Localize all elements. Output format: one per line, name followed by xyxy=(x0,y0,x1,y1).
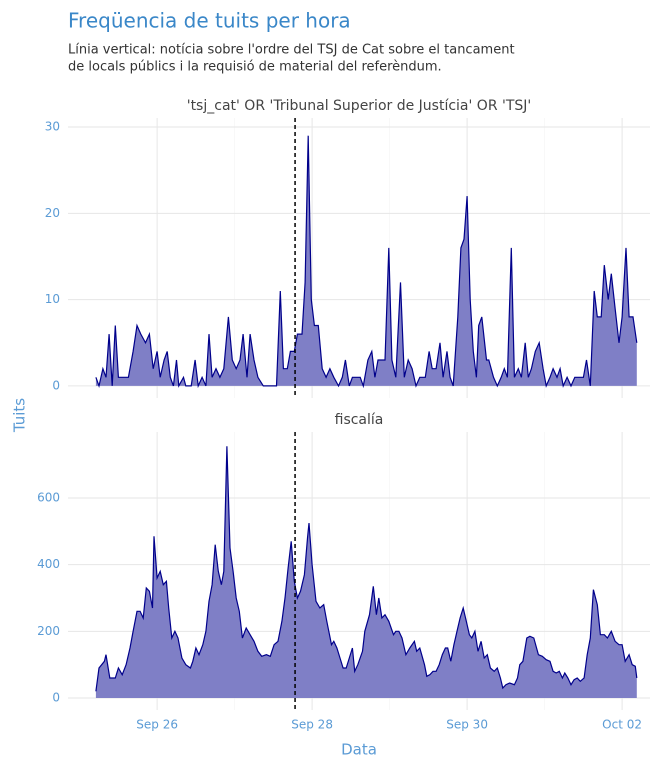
y-tick-label: 400 xyxy=(37,557,60,571)
y-tick-label: 0 xyxy=(52,691,60,705)
x-tick-label: Sep 30 xyxy=(446,718,488,732)
y-tick-label: 0 xyxy=(52,378,60,392)
x-tick-label: Sep 26 xyxy=(136,718,178,732)
y-tick-label: 20 xyxy=(45,206,60,220)
area xyxy=(95,446,637,698)
y-tick-label: 200 xyxy=(37,624,60,638)
x-tick-label: Sep 28 xyxy=(291,718,333,732)
y-tick-label: 600 xyxy=(37,491,60,505)
area xyxy=(95,135,637,386)
x-axis-title: Data xyxy=(341,741,377,759)
subtitle: Línia vertical: notícia sobre l'ordre de… xyxy=(68,43,515,58)
line xyxy=(95,135,638,389)
facet-title: 'tsj_cat' OR 'Tribunal Superior de Justí… xyxy=(187,98,532,114)
y-tick-label: 10 xyxy=(45,292,60,306)
line xyxy=(95,446,638,692)
y-tick-label: 30 xyxy=(45,120,60,134)
y-axis-title: Tuits xyxy=(11,398,29,433)
subtitle: de locals públics i la requisió de mater… xyxy=(68,60,442,75)
chart-title: Freqüencia de tuits per hora xyxy=(68,9,351,33)
facet-title: fiscalía xyxy=(335,412,384,428)
x-tick-label: Oct 02 xyxy=(602,718,642,732)
